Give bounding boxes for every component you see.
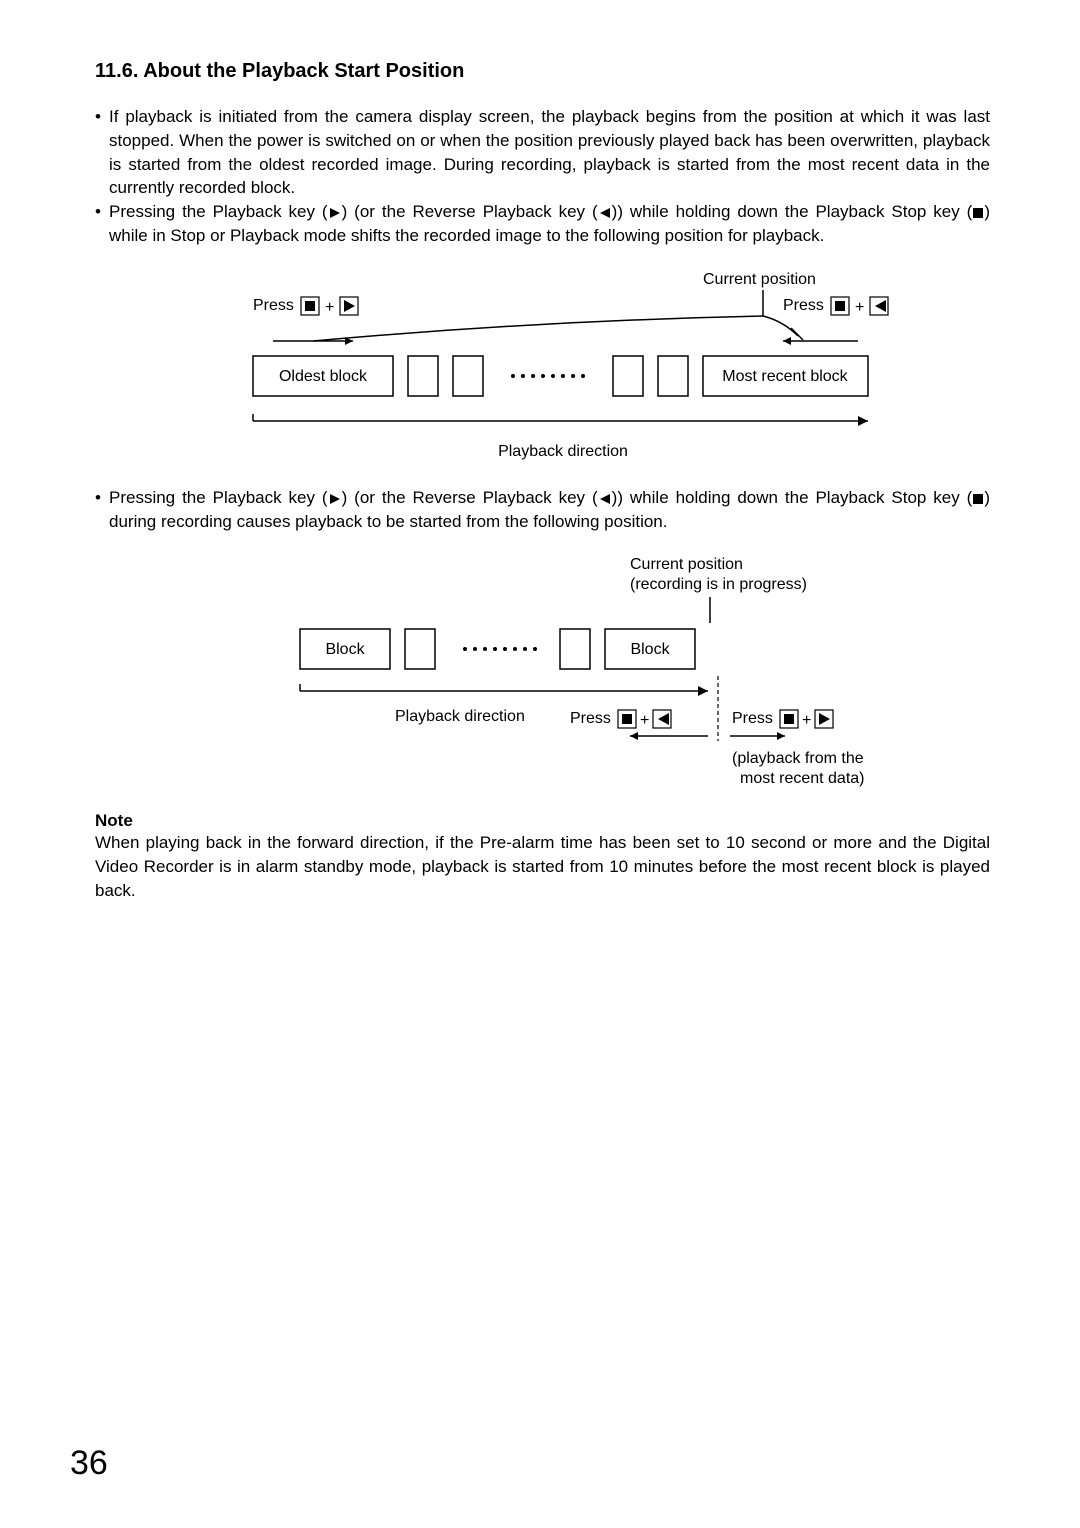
stop-icon: [972, 493, 984, 505]
stop-icon: [972, 207, 984, 219]
diagram-1-svg: Current position Press + Press +: [173, 266, 913, 466]
d1-press-left: Press: [253, 297, 294, 314]
d2-block-left: Block: [325, 641, 365, 658]
d2-recording: (recording is in progress): [630, 576, 807, 593]
d2-block-right: Block: [630, 641, 670, 658]
page-number: 36: [70, 1444, 108, 1483]
diagram-1: Current position Press + Press +: [173, 266, 913, 466]
d2-current-pos: Current position: [630, 556, 743, 573]
bullet-2-part-b: ) (or the Reverse Playback key (: [342, 202, 598, 221]
d2-press-left: Press: [570, 710, 611, 727]
d1-most-recent-block: Most recent block: [722, 368, 848, 385]
play-icon: [328, 207, 342, 219]
bullet-3-part-a: Pressing the Playback key (: [109, 488, 328, 507]
section-heading: 11.6. About the Playback Start Position: [95, 60, 990, 83]
d2-playback-from: (playback from the: [732, 750, 864, 767]
bullet-2-part-c: )) while holding down the Playback Stop …: [612, 202, 973, 221]
d1-oldest-block: Oldest block: [278, 368, 367, 385]
bullet-3-part-c: )) while holding down the Playback Stop …: [612, 488, 973, 507]
d1-playback-direction: Playback direction: [498, 443, 628, 460]
svg-text:+: +: [802, 712, 811, 729]
diagram-2-svg: Current position (recording is in progre…: [240, 551, 1020, 791]
reverse-play-icon: [598, 207, 612, 219]
d2-playback-direction: Playback direction: [395, 708, 525, 725]
d1-current-pos-label: Current position: [703, 271, 816, 288]
note-title: Note: [95, 811, 990, 831]
bullet-3: Pressing the Playback key ( ) (or the Rev…: [95, 486, 990, 534]
reverse-play-icon: [598, 493, 612, 505]
play-icon: [328, 493, 342, 505]
note-text: When playing back in the forward directi…: [95, 831, 990, 902]
d1-press-right: Press: [783, 297, 824, 314]
diagram-2: Current position (recording is in progre…: [240, 551, 1020, 791]
bullet-list-1: If playback is initiated from the camera…: [95, 105, 990, 248]
bullet-list-2: Pressing the Playback key ( ) (or the Rev…: [95, 486, 990, 534]
svg-text:+: +: [855, 299, 864, 316]
bullet-2-part-a: Pressing the Playback key (: [109, 202, 328, 221]
svg-text:+: +: [325, 299, 334, 316]
bullet-2: Pressing the Playback key ( ) (or the Rev…: [95, 200, 990, 248]
bullet-1: If playback is initiated from the camera…: [95, 105, 990, 200]
d2-most-recent: most recent data): [740, 770, 865, 787]
svg-text:+: +: [640, 712, 649, 729]
bullet-3-part-b: ) (or the Reverse Playback key (: [342, 488, 598, 507]
d2-press-right: Press: [732, 710, 773, 727]
